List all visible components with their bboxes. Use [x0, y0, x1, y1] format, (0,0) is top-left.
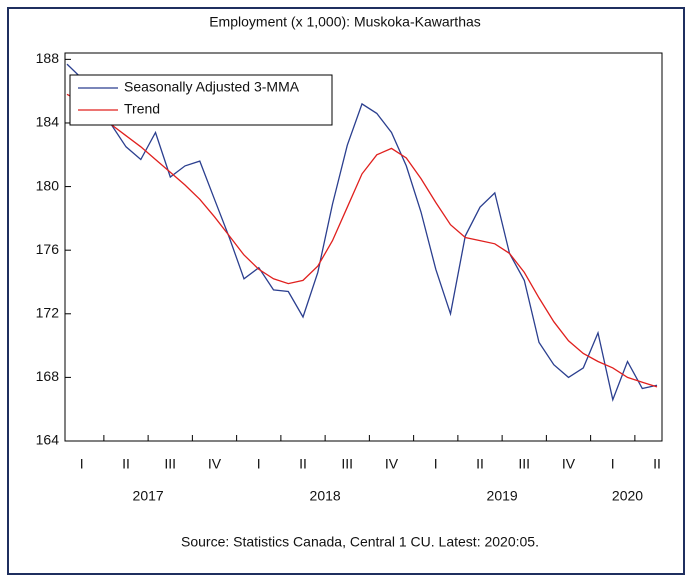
legend-box [69, 74, 333, 126]
x-tick-label: II [476, 456, 484, 472]
x-tick-label: IV [385, 456, 399, 472]
x-tick-label: II [122, 456, 130, 472]
legend-label: Seasonally Adjusted 3-MMA [124, 79, 300, 95]
series-line [66, 63, 658, 402]
y-tick-label: 184 [36, 114, 60, 130]
legend-label: Trend [124, 101, 160, 117]
year-label: 2020 [612, 488, 643, 504]
x-tick-label: III [518, 456, 530, 472]
year-label: 2018 [310, 488, 341, 504]
x-tick-label: I [80, 456, 84, 472]
x-tick-label: I [434, 456, 438, 472]
source-note: Source: Statistics Canada, Central 1 CU.… [181, 534, 539, 550]
y-tick-label: 164 [36, 432, 60, 448]
year-label: 2017 [133, 488, 164, 504]
y-tick-label: 168 [36, 368, 60, 384]
x-tick-label: II [653, 456, 661, 472]
x-tick-label: I [611, 456, 615, 472]
x-tick-label: IV [562, 456, 576, 472]
y-tick-label: 180 [36, 177, 60, 193]
x-tick-label: I [257, 456, 261, 472]
x-tick-label: II [299, 456, 307, 472]
y-tick-label: 172 [36, 304, 60, 320]
x-tick-label: IV [208, 456, 222, 472]
plot-frame [64, 52, 663, 442]
y-tick-label: 188 [36, 50, 60, 66]
year-label: 2019 [487, 488, 518, 504]
x-tick-label: III [164, 456, 176, 472]
outer-frame [7, 7, 685, 575]
y-tick-label: 176 [36, 241, 60, 257]
series-line [66, 93, 658, 388]
chart-title: Employment (x 1,000): Muskoka-Kawarthas [209, 14, 481, 30]
x-tick-label: III [341, 456, 353, 472]
